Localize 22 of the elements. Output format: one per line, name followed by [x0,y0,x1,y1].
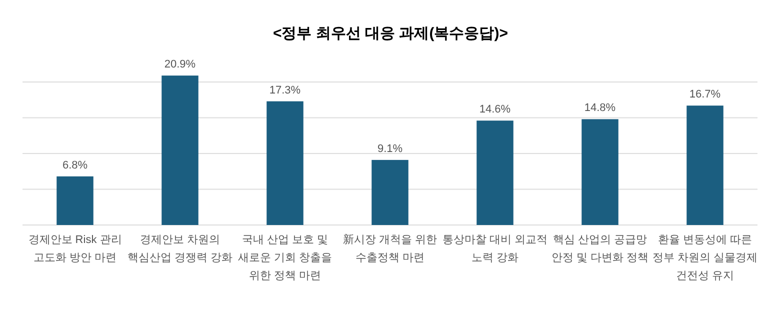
x-tick-label: 경제안보 Risk 관리 고도화 방안 마련 [28,234,122,264]
bar [372,160,408,225]
data-label: 14.6% [479,104,511,116]
bar [476,120,514,225]
bar [266,101,304,225]
chart-title: <정부 최우선 대응 과제(복수응답)> [272,25,508,42]
bar [582,119,618,225]
data-label: 16.7% [689,88,721,101]
x-tick-label: 新시장 개척을 위한 수출정책 마련 [342,233,438,264]
x-tick-label: 국내 산업 보호 및 새로운 기회 창출을 위한 정책 마련 [238,234,332,282]
data-label: 6.8% [62,159,88,172]
data-label: 17.3% [269,84,301,96]
x-tick-label: 환율 변동성에 따른 정부 차원의 실물경제 건전성 유지 [652,234,758,282]
bar [162,76,198,225]
bar [56,176,94,225]
bar [686,106,724,225]
data-label: 20.9% [164,58,196,71]
x-tick-label: 경제안보 차원의 핵심산업 경쟁력 강화 [127,234,233,264]
data-label: 14.8% [584,102,616,114]
x-tick-label: 핵심 산업의 공급망 안정 및 다변화 정책 [551,234,649,264]
data-label: 9.1% [377,142,403,155]
x-tick-label: 통상마찰 대비 외교적 노력 강화 [442,234,548,264]
